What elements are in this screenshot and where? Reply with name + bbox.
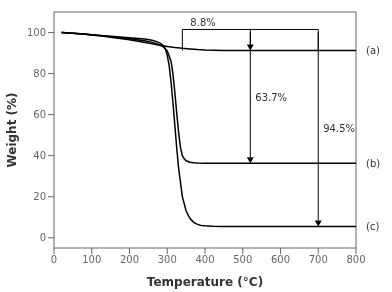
svg-text:600: 600 bbox=[271, 254, 290, 265]
svg-text:700: 700 bbox=[309, 254, 328, 265]
svg-text:Weight (%): Weight (%) bbox=[8, 92, 19, 167]
svg-text:100: 100 bbox=[82, 254, 101, 265]
svg-text:400: 400 bbox=[195, 254, 214, 265]
svg-text:94.5%: 94.5% bbox=[323, 123, 355, 134]
svg-text:80: 80 bbox=[33, 68, 46, 79]
svg-text:(b): (b) bbox=[366, 158, 380, 169]
svg-text:300: 300 bbox=[158, 254, 177, 265]
svg-text:500: 500 bbox=[233, 254, 252, 265]
svg-text:(c): (c) bbox=[366, 221, 379, 232]
svg-text:20: 20 bbox=[33, 191, 46, 202]
svg-text:800: 800 bbox=[346, 254, 365, 265]
svg-text:40: 40 bbox=[33, 150, 46, 161]
svg-text:60: 60 bbox=[33, 109, 46, 120]
svg-text:0: 0 bbox=[51, 254, 57, 265]
svg-text:200: 200 bbox=[120, 254, 139, 265]
svg-text:8.8%: 8.8% bbox=[190, 17, 215, 28]
svg-text:0: 0 bbox=[40, 232, 46, 243]
svg-text:Temperature (°C): Temperature (°C) bbox=[147, 275, 263, 289]
svg-text:(a): (a) bbox=[366, 45, 380, 56]
svg-text:100: 100 bbox=[27, 27, 46, 38]
svg-text:63.7%: 63.7% bbox=[255, 92, 287, 103]
